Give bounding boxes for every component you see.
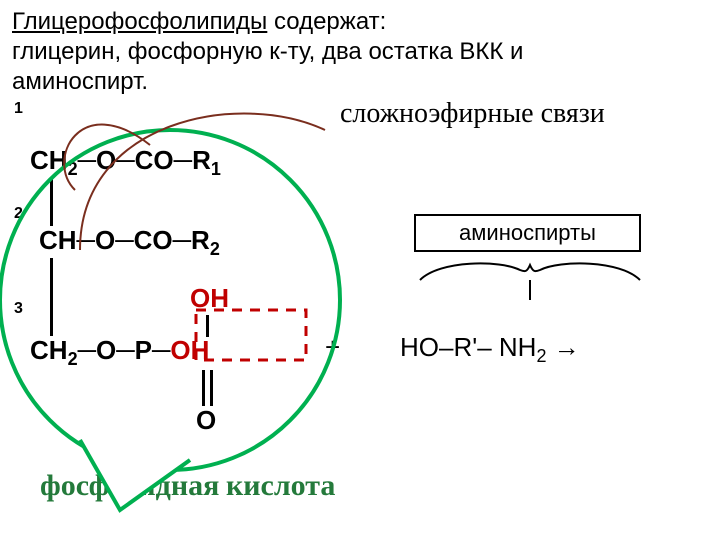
amino-alcohols-box: аминоспирты xyxy=(415,215,640,251)
title-rest: содержат: xyxy=(267,8,386,35)
chem-row-3: CH2─O─P─OH xyxy=(30,335,209,370)
title-line-2: глицерин, фосфорную к-ту, два остатка ВК… xyxy=(12,38,523,66)
curly-brace xyxy=(420,263,640,280)
title-underlined: Глицерофосфолипиды xyxy=(12,8,267,35)
carbon-2-label: 2 xyxy=(14,205,23,223)
p-o-double-2 xyxy=(210,370,213,406)
oh-top: OH xyxy=(190,283,229,314)
p-o-double-1 xyxy=(202,370,205,406)
backbone-bond-2-3 xyxy=(50,258,53,336)
dashed-oh-box xyxy=(196,310,306,360)
chem-row-2: CH─O─CO─R2 xyxy=(39,225,220,260)
title-line-1: Глицерофосфолипиды содержат: xyxy=(12,8,386,36)
chem-row-1: CH2─O─CO─R1 xyxy=(30,145,221,180)
ester-bonds-label: сложноэфирные связи xyxy=(340,98,605,130)
amino-alcohol-formula: HO–R'– NH2 → xyxy=(400,332,580,367)
backbone-bond-1-2 xyxy=(50,178,53,226)
oxygen-double-bond: O xyxy=(196,405,216,436)
p-oh-bond xyxy=(206,315,209,337)
title-line-3: аминоспирт. xyxy=(12,68,148,96)
carbon-1-label: 1 xyxy=(14,100,23,118)
phosphatidic-acid-label: фосфатидная кислота xyxy=(40,468,335,503)
carbon-3-label: 3 xyxy=(14,300,23,318)
plus-sign: + xyxy=(325,332,340,363)
